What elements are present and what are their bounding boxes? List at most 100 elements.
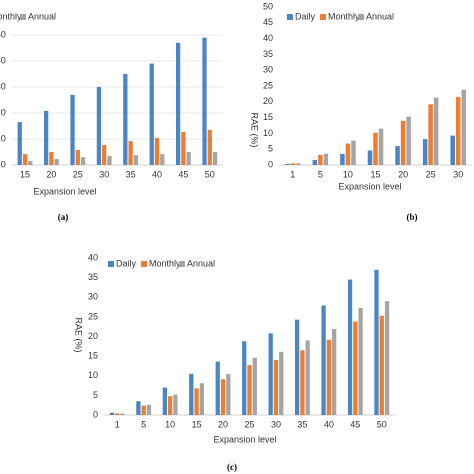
bar	[199, 383, 205, 415]
bar	[374, 269, 379, 415]
bar	[181, 131, 186, 165]
y-tick-label: 0	[268, 159, 273, 169]
bar	[353, 321, 358, 415]
bar	[167, 396, 173, 415]
y-tick-label: 30	[263, 65, 273, 75]
bar	[273, 360, 279, 415]
y-tick-label: 35	[263, 49, 273, 59]
x-tick-label: 1	[115, 419, 120, 429]
bar	[285, 164, 290, 165]
bar	[296, 163, 301, 165]
bar	[107, 155, 112, 165]
bar	[358, 307, 363, 415]
bar	[43, 110, 49, 165]
bar	[326, 339, 332, 415]
x-tick-label: 25	[73, 169, 83, 179]
bar	[461, 89, 466, 165]
bar	[305, 340, 310, 415]
x-tick-label: 15	[370, 169, 380, 179]
x-tick-label: 1	[290, 169, 295, 179]
x-axis-label: Expansion level	[338, 181, 401, 191]
y-tick-label: 45	[263, 17, 273, 27]
bar	[252, 357, 257, 415]
x-tick-label: 5	[318, 169, 323, 179]
x-tick-label: 40	[324, 419, 334, 429]
bar	[54, 159, 59, 165]
bar	[120, 413, 125, 415]
bar	[290, 163, 296, 165]
caption: (b)	[407, 212, 418, 222]
legend-label: Annual	[187, 258, 215, 268]
x-tick-label: 20	[46, 169, 56, 179]
panel: 010203040501520253035404550DailyMonthlyA…	[0, 11, 223, 222]
bar	[128, 141, 133, 165]
x-tick-label: 30	[271, 419, 281, 429]
bar	[80, 157, 86, 165]
legend-swatch	[108, 261, 114, 267]
x-tick-label: 25	[426, 169, 436, 179]
x-tick-label: 45	[350, 419, 360, 429]
bar	[406, 116, 411, 165]
bar	[17, 122, 22, 165]
bar	[141, 405, 146, 415]
y-tick-label: 50	[0, 29, 6, 39]
bar	[186, 152, 191, 165]
y-tick-label: 40	[263, 33, 273, 43]
legend-label: Monthly	[328, 11, 360, 21]
x-tick-label: 10	[343, 169, 353, 179]
bar	[294, 319, 300, 415]
bar	[189, 373, 194, 415]
bar	[70, 94, 75, 165]
x-axis-label: Expansion level	[33, 186, 96, 196]
bar	[242, 341, 247, 415]
y-axis-label: RAE (%)	[74, 317, 84, 352]
y-tick-label: 20	[0, 107, 6, 117]
y-tick-label: 15	[88, 351, 98, 361]
bar	[226, 374, 231, 415]
bar	[450, 135, 455, 165]
bar	[123, 74, 128, 165]
x-tick-label: 30	[99, 169, 109, 179]
bar	[247, 365, 252, 415]
legend-label: Daily	[116, 258, 137, 268]
bar	[373, 132, 378, 165]
bar	[300, 350, 305, 415]
legend-label: Annual	[28, 11, 56, 21]
bar	[96, 87, 102, 165]
bar	[428, 104, 433, 165]
bar	[378, 128, 384, 165]
bar	[345, 143, 351, 165]
bar	[321, 305, 326, 415]
legend-label: Monthly	[0, 11, 22, 21]
legend-label: Monthly	[149, 258, 181, 268]
bar	[268, 333, 273, 415]
bar	[109, 412, 115, 415]
y-tick-label: 0	[93, 409, 98, 419]
bar	[340, 153, 345, 165]
x-tick-label: 50	[205, 169, 215, 179]
bar	[312, 159, 318, 165]
x-tick-label: 50	[377, 419, 387, 429]
y-tick-label: 30	[0, 81, 6, 91]
bar	[207, 129, 212, 165]
legend-swatch	[179, 261, 185, 267]
bar	[220, 379, 226, 415]
y-tick-label: 0	[1, 159, 6, 169]
x-tick-label: 30	[453, 169, 463, 179]
legend-swatch	[358, 14, 364, 20]
legend-swatch	[20, 14, 26, 20]
x-tick-label: 35	[126, 169, 136, 179]
bar	[162, 387, 167, 415]
legend-label: Daily	[295, 11, 316, 21]
bar	[115, 413, 120, 415]
bar	[433, 97, 439, 165]
y-tick-label: 15	[263, 112, 273, 122]
bar	[175, 42, 181, 165]
bar	[28, 161, 33, 165]
bar	[49, 152, 54, 165]
bar	[323, 153, 329, 165]
y-tick-label: 5	[93, 390, 98, 400]
